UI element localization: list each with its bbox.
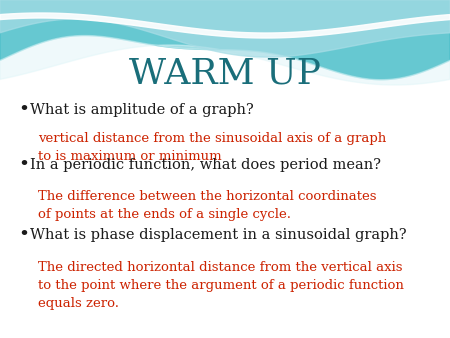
Text: The directed horizontal distance from the vertical axis
to the point where the a: The directed horizontal distance from th… bbox=[38, 261, 404, 310]
Text: WARM UP: WARM UP bbox=[129, 56, 321, 90]
Text: •: • bbox=[18, 101, 29, 119]
Text: vertical distance from the sinusoidal axis of a graph
to is maximum or minimum: vertical distance from the sinusoidal ax… bbox=[38, 132, 386, 163]
Text: •: • bbox=[18, 156, 29, 174]
Text: The difference between the horizontal coordinates
of points at the ends of a sin: The difference between the horizontal co… bbox=[38, 190, 377, 221]
Text: •: • bbox=[18, 226, 29, 244]
Text: What is amplitude of a graph?: What is amplitude of a graph? bbox=[30, 103, 254, 117]
Text: In a periodic function, what does period mean?: In a periodic function, what does period… bbox=[30, 158, 381, 172]
Text: What is phase displacement in a sinusoidal graph?: What is phase displacement in a sinusoid… bbox=[30, 228, 407, 242]
